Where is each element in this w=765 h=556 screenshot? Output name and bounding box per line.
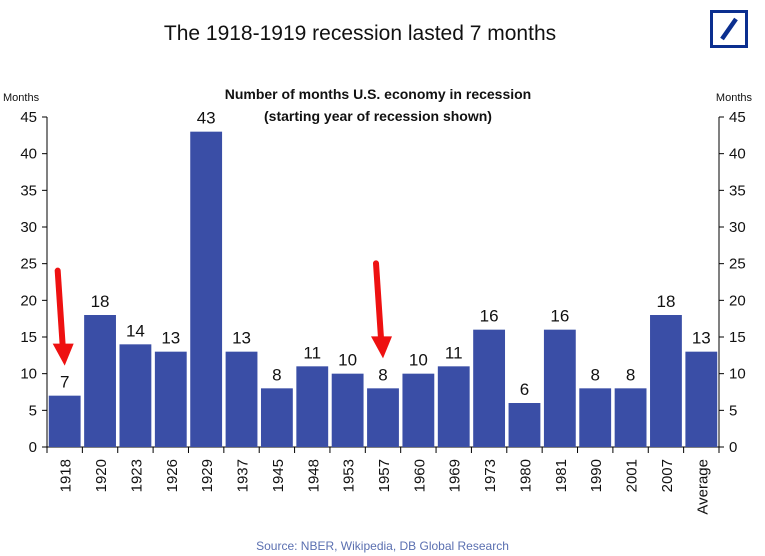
bar-value-label: 13	[232, 329, 251, 348]
bar	[331, 373, 364, 447]
highlight-arrow-head	[371, 336, 392, 359]
bar	[473, 329, 506, 447]
bar-value-label: 10	[409, 351, 428, 370]
bar-value-label: 16	[550, 307, 569, 326]
source-note: Source: NBER, Wikipedia, DB Global Resea…	[256, 539, 509, 553]
x-tick-label: 1957	[376, 459, 393, 492]
deutsche-bank-logo	[710, 10, 748, 48]
bar	[296, 366, 329, 447]
x-tick-label: 1948	[305, 459, 322, 492]
chart-subtitle: (starting year of recession shown)	[264, 108, 492, 124]
highlight-arrow-head	[52, 343, 74, 366]
bar-value-label: 6	[520, 380, 529, 399]
y-tick-label-left: 30	[20, 219, 37, 236]
bar-value-label: 7	[60, 373, 69, 392]
bar	[508, 403, 541, 447]
page-title: The 1918-1919 recession lasted 7 months	[163, 22, 557, 45]
bar	[579, 388, 612, 447]
bar-value-label: 13	[161, 329, 180, 348]
y-tick-label-left: 10	[20, 366, 37, 383]
bar	[190, 131, 223, 447]
bar-value-label: 8	[590, 365, 599, 384]
bar	[119, 344, 152, 447]
bar	[48, 395, 81, 447]
y-tick-label-right: 30	[729, 219, 746, 236]
y-tick-label-left: 35	[20, 182, 37, 199]
x-tick-label: Average	[694, 459, 711, 515]
y-tick-label-right: 40	[729, 146, 746, 163]
bar-value-label: 11	[303, 343, 321, 362]
x-tick-label: 1953	[341, 459, 358, 492]
y-tick-label-right: 25	[729, 256, 746, 273]
bar-value-label: 8	[626, 365, 635, 384]
x-tick-label: 1990	[588, 459, 605, 492]
y-tick-label-left: 20	[20, 292, 37, 309]
bar	[543, 329, 576, 447]
bar	[260, 388, 293, 447]
x-tick-label: 1926	[164, 459, 181, 492]
bar-value-label: 8	[378, 365, 387, 384]
bar-value-label: 18	[91, 292, 110, 311]
bar-value-label: 18	[656, 292, 675, 311]
y-tick-label-right: 20	[729, 292, 746, 309]
y-tick-label-left: 45	[20, 109, 37, 126]
x-tick-label: 1945	[270, 459, 287, 492]
x-tick-label: 1920	[93, 459, 110, 492]
x-tick-label: 1960	[411, 459, 428, 492]
y-tick-label-right: 45	[729, 109, 746, 126]
y-tick-label-left: 5	[29, 402, 37, 419]
x-tick-label: 2007	[659, 459, 676, 492]
y-tick-label-left: 15	[20, 329, 37, 346]
x-tick-label: 1981	[553, 459, 570, 492]
y-tick-label-right: 10	[729, 366, 746, 383]
x-tick-label: 2001	[624, 459, 641, 492]
y-tick-label-left: 25	[20, 256, 37, 273]
x-tick-label: 1973	[482, 459, 499, 492]
bar-value-label: 8	[272, 365, 281, 384]
y-axis-label-left: Months	[3, 92, 40, 104]
y-tick-label-left: 0	[29, 439, 37, 456]
x-tick-label: 1918	[58, 459, 75, 492]
recession-bar-chart: Number of months U.S. economy in recessi…	[3, 86, 753, 515]
x-tick-label: 1980	[517, 459, 534, 492]
y-tick-label-right: 15	[729, 329, 746, 346]
bar	[437, 366, 470, 447]
bar-value-label: 16	[480, 307, 499, 326]
bar	[650, 315, 682, 447]
bar	[84, 315, 116, 447]
x-tick-label: 1937	[235, 459, 252, 492]
logo-slash-icon	[720, 17, 738, 41]
bar-value-label: 14	[126, 321, 145, 340]
highlight-arrow-shaft	[373, 260, 384, 342]
y-tick-label-right: 35	[729, 182, 746, 199]
highlight-arrow-shaft	[54, 267, 66, 349]
bar	[154, 351, 187, 447]
y-tick-label-right: 5	[729, 402, 737, 419]
y-tick-label-left: 40	[20, 146, 37, 163]
bar-value-label: 11	[445, 343, 463, 362]
y-axis-label-right: Months	[716, 92, 753, 104]
chart-title: Number of months U.S. economy in recessi…	[225, 86, 532, 102]
bar-value-label: 13	[692, 329, 711, 348]
bar	[614, 388, 647, 447]
bar-value-label: 10	[338, 351, 357, 370]
bar-value-label: 43	[197, 109, 216, 128]
bar	[367, 388, 399, 447]
bar	[685, 351, 718, 447]
x-tick-label: 1929	[199, 459, 216, 492]
y-tick-label-right: 0	[729, 439, 737, 456]
bar	[402, 373, 435, 447]
x-tick-label: 1969	[447, 459, 464, 492]
bar	[225, 351, 258, 447]
x-tick-label: 1923	[128, 459, 145, 492]
